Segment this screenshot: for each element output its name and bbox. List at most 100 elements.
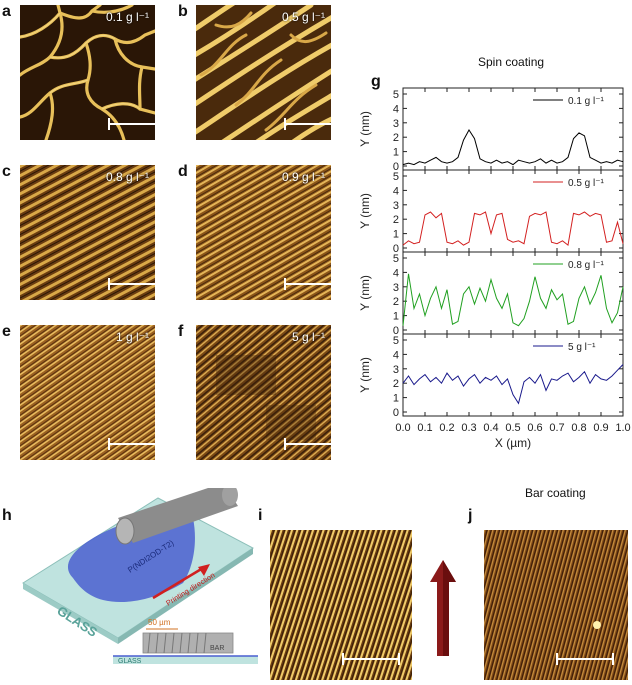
glass-substrate-edge — [23, 583, 118, 644]
afm-image-d: 0.9 g l⁻¹ — [196, 165, 331, 300]
y-tick-label: 1 — [393, 147, 399, 159]
scale-bar — [342, 653, 400, 665]
coating-bar-roller — [115, 488, 238, 545]
afm-image-j — [484, 530, 628, 680]
scale-bar — [108, 118, 155, 130]
scale-bar — [108, 438, 155, 450]
y-tick-label: 4 — [393, 267, 399, 279]
afm-image-a: 0.1 g l⁻¹ — [20, 5, 155, 140]
concentration-label-d: 0.9 g l⁻¹ — [281, 170, 325, 184]
afm-image-c: 0.8 g l⁻¹ — [20, 165, 155, 300]
panel-letter-d: d — [178, 163, 188, 180]
panel-letter-i: i — [258, 507, 263, 524]
y-tick-label: 0 — [393, 161, 399, 173]
scale-bar — [556, 653, 614, 665]
afm-grain-texture — [20, 325, 155, 460]
y-tick-label: 2 — [393, 296, 399, 308]
y-tick-label: 5 — [393, 253, 399, 265]
x-tick-label: 0.9 — [593, 422, 608, 434]
x-tick-label: 0.6 — [527, 422, 542, 434]
bar-coating-header: Bar coating — [525, 486, 586, 500]
glass-side-label: GLASS — [118, 658, 142, 665]
y-tick-label: 3 — [393, 364, 399, 376]
y-axis-label: Y (nm) — [358, 357, 372, 393]
x-tick-label: 0.3 — [461, 422, 476, 434]
y-tick-label: 5 — [393, 171, 399, 183]
y-tick-label: 3 — [393, 282, 399, 294]
y-tick-label: 1 — [393, 311, 399, 323]
x-tick-label: 1.0 — [615, 422, 630, 434]
legend-label: 0.8 g l⁻¹ — [568, 260, 605, 271]
x-tick-label: 0.2 — [439, 422, 454, 434]
spin-coating-header: Spin coating — [478, 55, 545, 69]
afm-fibril-texture — [196, 5, 331, 140]
y-tick-label: 2 — [393, 378, 399, 390]
panel-letter-a: a — [2, 3, 11, 20]
x-tick-label: 0.7 — [549, 422, 564, 434]
concentration-label-c: 0.8 g l⁻¹ — [105, 170, 149, 184]
scale-bar — [108, 278, 155, 290]
x-tick-label: 0.1 — [417, 422, 432, 434]
y-axis-label: Y (nm) — [358, 275, 372, 311]
panel-letter-g: g — [371, 73, 381, 90]
concentration-label-b: 0.5 g l⁻¹ — [281, 10, 325, 24]
x-tick-label: 0.0 — [395, 422, 410, 434]
afm-image-b: 0.5 g l⁻¹ — [196, 5, 331, 140]
afm-grain-texture — [196, 325, 331, 460]
legend-label: 0.1 g l⁻¹ — [568, 96, 605, 107]
x-axis-label: X (µm) — [495, 436, 531, 450]
legend-label: 0.5 g l⁻¹ — [568, 178, 605, 189]
x-tick-label: 0.5 — [505, 422, 520, 434]
panel-letter-c: c — [2, 163, 11, 180]
glass-cross-section — [113, 656, 258, 664]
bar-coating-schematic: P(NDI2OD-T2) GLASS Printing direction 50… — [22, 488, 258, 665]
legend-label: 5 g l⁻¹ — [568, 342, 596, 353]
bar-label: BAR — [210, 645, 224, 652]
afm-aligned-texture — [20, 165, 155, 300]
afm-aligned-texture — [196, 165, 331, 300]
panel-letter-b: b — [178, 3, 188, 20]
y-tick-label: 3 — [393, 118, 399, 130]
afm-image-e: 1 g l⁻¹ — [20, 325, 155, 460]
afm-image-i — [270, 530, 412, 680]
concentration-label-e: 1 g l⁻¹ — [115, 330, 149, 344]
printing-direction-arrow — [152, 564, 210, 600]
panel-letter-h: h — [2, 507, 12, 524]
x-tick-label: 0.4 — [483, 422, 498, 434]
series-line — [402, 364, 624, 405]
y-tick-label: 4 — [393, 349, 399, 361]
series-line — [402, 129, 624, 166]
series-line — [402, 211, 624, 247]
y-tick-label: 0 — [393, 407, 399, 419]
y-tick-label: 1 — [393, 229, 399, 241]
y-tick-label: 1 — [393, 393, 399, 405]
x-tick-label: 0.8 — [571, 422, 586, 434]
panel-letter-f: f — [178, 323, 184, 340]
polymer-film — [67, 514, 195, 603]
scale-bar — [284, 438, 331, 450]
afm-network-texture — [20, 5, 155, 140]
scale-bar — [284, 278, 331, 290]
concentration-label-f: 5 g l⁻¹ — [291, 330, 325, 344]
up-direction-arrow — [430, 560, 456, 656]
panel-letter-j: j — [468, 507, 473, 524]
y-tick-label: 5 — [393, 89, 399, 101]
dimension-label: 50 µm — [148, 618, 171, 627]
y-tick-label: 5 — [393, 335, 399, 347]
y-tick-label: 2 — [393, 214, 399, 226]
concentration-label-a: 0.1 g l⁻¹ — [105, 10, 149, 24]
y-tick-label: 2 — [393, 132, 399, 144]
afm-aligned-fibril-texture — [270, 530, 412, 680]
panel-letter-e: e — [2, 323, 11, 340]
height-profile-chart: 0 1 2 3 4 5 0.1 g l⁻¹ Y (nm) 0 1 2 3 4 5 0.5 g l⁻¹ Y (n… — [358, 87, 631, 450]
y-axis-label: Y (nm) — [358, 193, 372, 229]
glass-substrate-side — [118, 548, 253, 644]
bar-cross-section — [142, 632, 234, 654]
y-tick-label: 0 — [393, 325, 399, 337]
y-tick-label: 0 — [393, 243, 399, 255]
y-tick-label: 4 — [393, 185, 399, 197]
y-tick-label: 4 — [393, 103, 399, 115]
scale-bar — [284, 118, 331, 130]
y-axis-label: Y (nm) — [358, 111, 372, 147]
y-tick-label: 3 — [393, 200, 399, 212]
